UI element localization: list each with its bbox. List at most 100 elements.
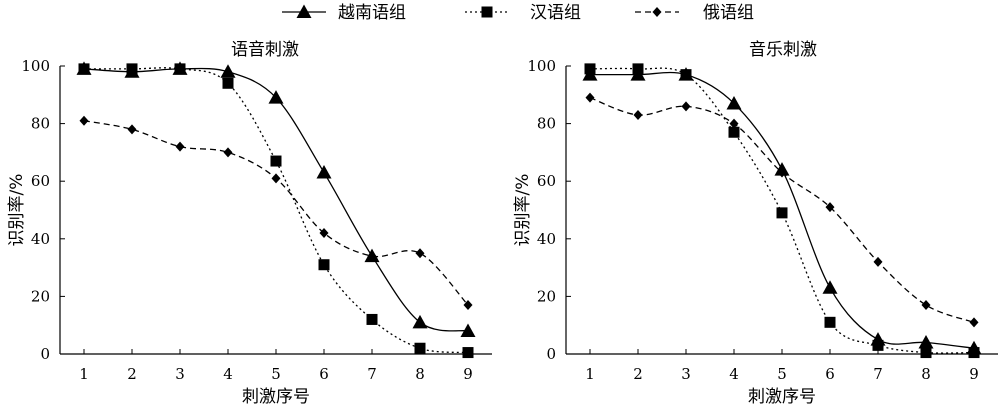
data-point xyxy=(921,300,931,311)
data-point xyxy=(412,314,428,329)
data-point xyxy=(824,316,836,328)
data-point xyxy=(822,280,838,294)
y-tick-label: 80 xyxy=(537,115,556,133)
x-tick-label: 1 xyxy=(79,365,89,383)
legend-marker xyxy=(652,7,662,17)
series-chinese xyxy=(78,63,474,359)
data-point xyxy=(968,347,980,359)
y-tick-label: 40 xyxy=(31,230,50,248)
chart-title: 语音刺激 xyxy=(231,40,299,60)
data-point xyxy=(729,118,739,129)
data-point xyxy=(414,342,426,354)
y-tick-label: 20 xyxy=(31,287,50,305)
data-point xyxy=(460,323,476,337)
data-point xyxy=(585,92,595,103)
x-tick-label: 6 xyxy=(825,365,835,383)
data-point xyxy=(79,115,89,126)
legend: 越南语组 汉语组 俄语组 xyxy=(282,3,754,23)
data-point xyxy=(78,63,90,75)
legend-item: 汉语组 xyxy=(465,3,581,23)
y-tick-label: 100 xyxy=(527,57,556,75)
x-tick-label: 6 xyxy=(319,365,329,383)
y-tick-label: 60 xyxy=(31,172,50,190)
legend-label: 汉语组 xyxy=(530,3,581,23)
data-point xyxy=(633,109,643,120)
data-point xyxy=(318,259,330,271)
x-tick-label: 2 xyxy=(127,365,137,383)
data-point xyxy=(726,95,742,110)
data-point xyxy=(825,202,835,213)
x-tick-label: 5 xyxy=(777,365,787,383)
legend-label: 越南语组 xyxy=(338,3,406,23)
data-point xyxy=(463,300,473,311)
series-line xyxy=(83,120,469,306)
series-chinese xyxy=(584,63,980,359)
data-point xyxy=(728,126,740,138)
x-tick-label: 8 xyxy=(921,365,931,383)
data-point xyxy=(462,347,474,359)
data-point xyxy=(223,147,233,158)
y-axis-title: 识别率/% xyxy=(7,174,27,247)
data-point xyxy=(268,90,284,104)
series-russian xyxy=(585,92,979,328)
data-point xyxy=(776,207,788,219)
x-tick-label: 2 xyxy=(633,365,643,383)
y-tick-label: 20 xyxy=(537,287,556,305)
data-point xyxy=(969,317,979,328)
legend-item: 俄语组 xyxy=(635,3,754,23)
legend-label: 俄语组 xyxy=(703,3,754,23)
legend-marker xyxy=(481,6,493,18)
x-axis-title: 刺激序号 xyxy=(242,387,310,407)
y-tick-label: 0 xyxy=(40,345,50,363)
y-tick-label: 40 xyxy=(537,230,556,248)
data-point xyxy=(366,313,378,325)
data-point xyxy=(681,101,691,112)
legend-marker xyxy=(296,4,312,18)
data-point xyxy=(415,248,425,259)
data-point xyxy=(873,256,883,267)
data-point xyxy=(632,63,644,75)
data-point xyxy=(584,63,596,75)
data-point xyxy=(918,334,934,349)
series-line xyxy=(83,67,469,332)
data-point xyxy=(220,64,236,78)
legend-item: 越南语组 xyxy=(282,3,406,23)
x-tick-label: 4 xyxy=(729,365,739,383)
data-point xyxy=(174,63,186,75)
series-russian xyxy=(79,115,473,311)
x-tick-label: 3 xyxy=(175,365,185,383)
data-point xyxy=(920,347,932,359)
x-tick-label: 5 xyxy=(271,365,281,383)
series-line xyxy=(84,67,469,354)
x-tick-label: 1 xyxy=(585,365,595,383)
y-tick-label: 0 xyxy=(546,345,556,363)
x-tick-label: 3 xyxy=(681,365,691,383)
data-point xyxy=(367,251,377,262)
y-tick-label: 60 xyxy=(537,172,556,190)
data-point xyxy=(270,155,282,167)
x-axis-title: 刺激序号 xyxy=(748,387,816,407)
x-tick-label: 9 xyxy=(969,365,979,383)
data-point xyxy=(127,124,137,135)
x-tick-label: 7 xyxy=(873,365,883,383)
series-vietnamese xyxy=(76,61,476,337)
x-tick-label: 7 xyxy=(367,365,377,383)
y-axis-title: 识别率/% xyxy=(513,174,533,247)
data-point xyxy=(777,167,787,178)
y-tick-label: 100 xyxy=(21,57,50,75)
data-point xyxy=(271,173,281,184)
x-tick-label: 8 xyxy=(415,365,425,383)
y-tick-label: 80 xyxy=(31,115,50,133)
data-point xyxy=(872,339,884,351)
data-point xyxy=(680,69,692,81)
chart-title: 音乐刺激 xyxy=(749,40,817,60)
data-point xyxy=(175,141,185,152)
data-point xyxy=(222,77,234,89)
x-tick-label: 9 xyxy=(463,365,473,383)
data-point xyxy=(319,228,329,239)
x-tick-label: 4 xyxy=(223,365,233,383)
data-point xyxy=(316,165,332,179)
